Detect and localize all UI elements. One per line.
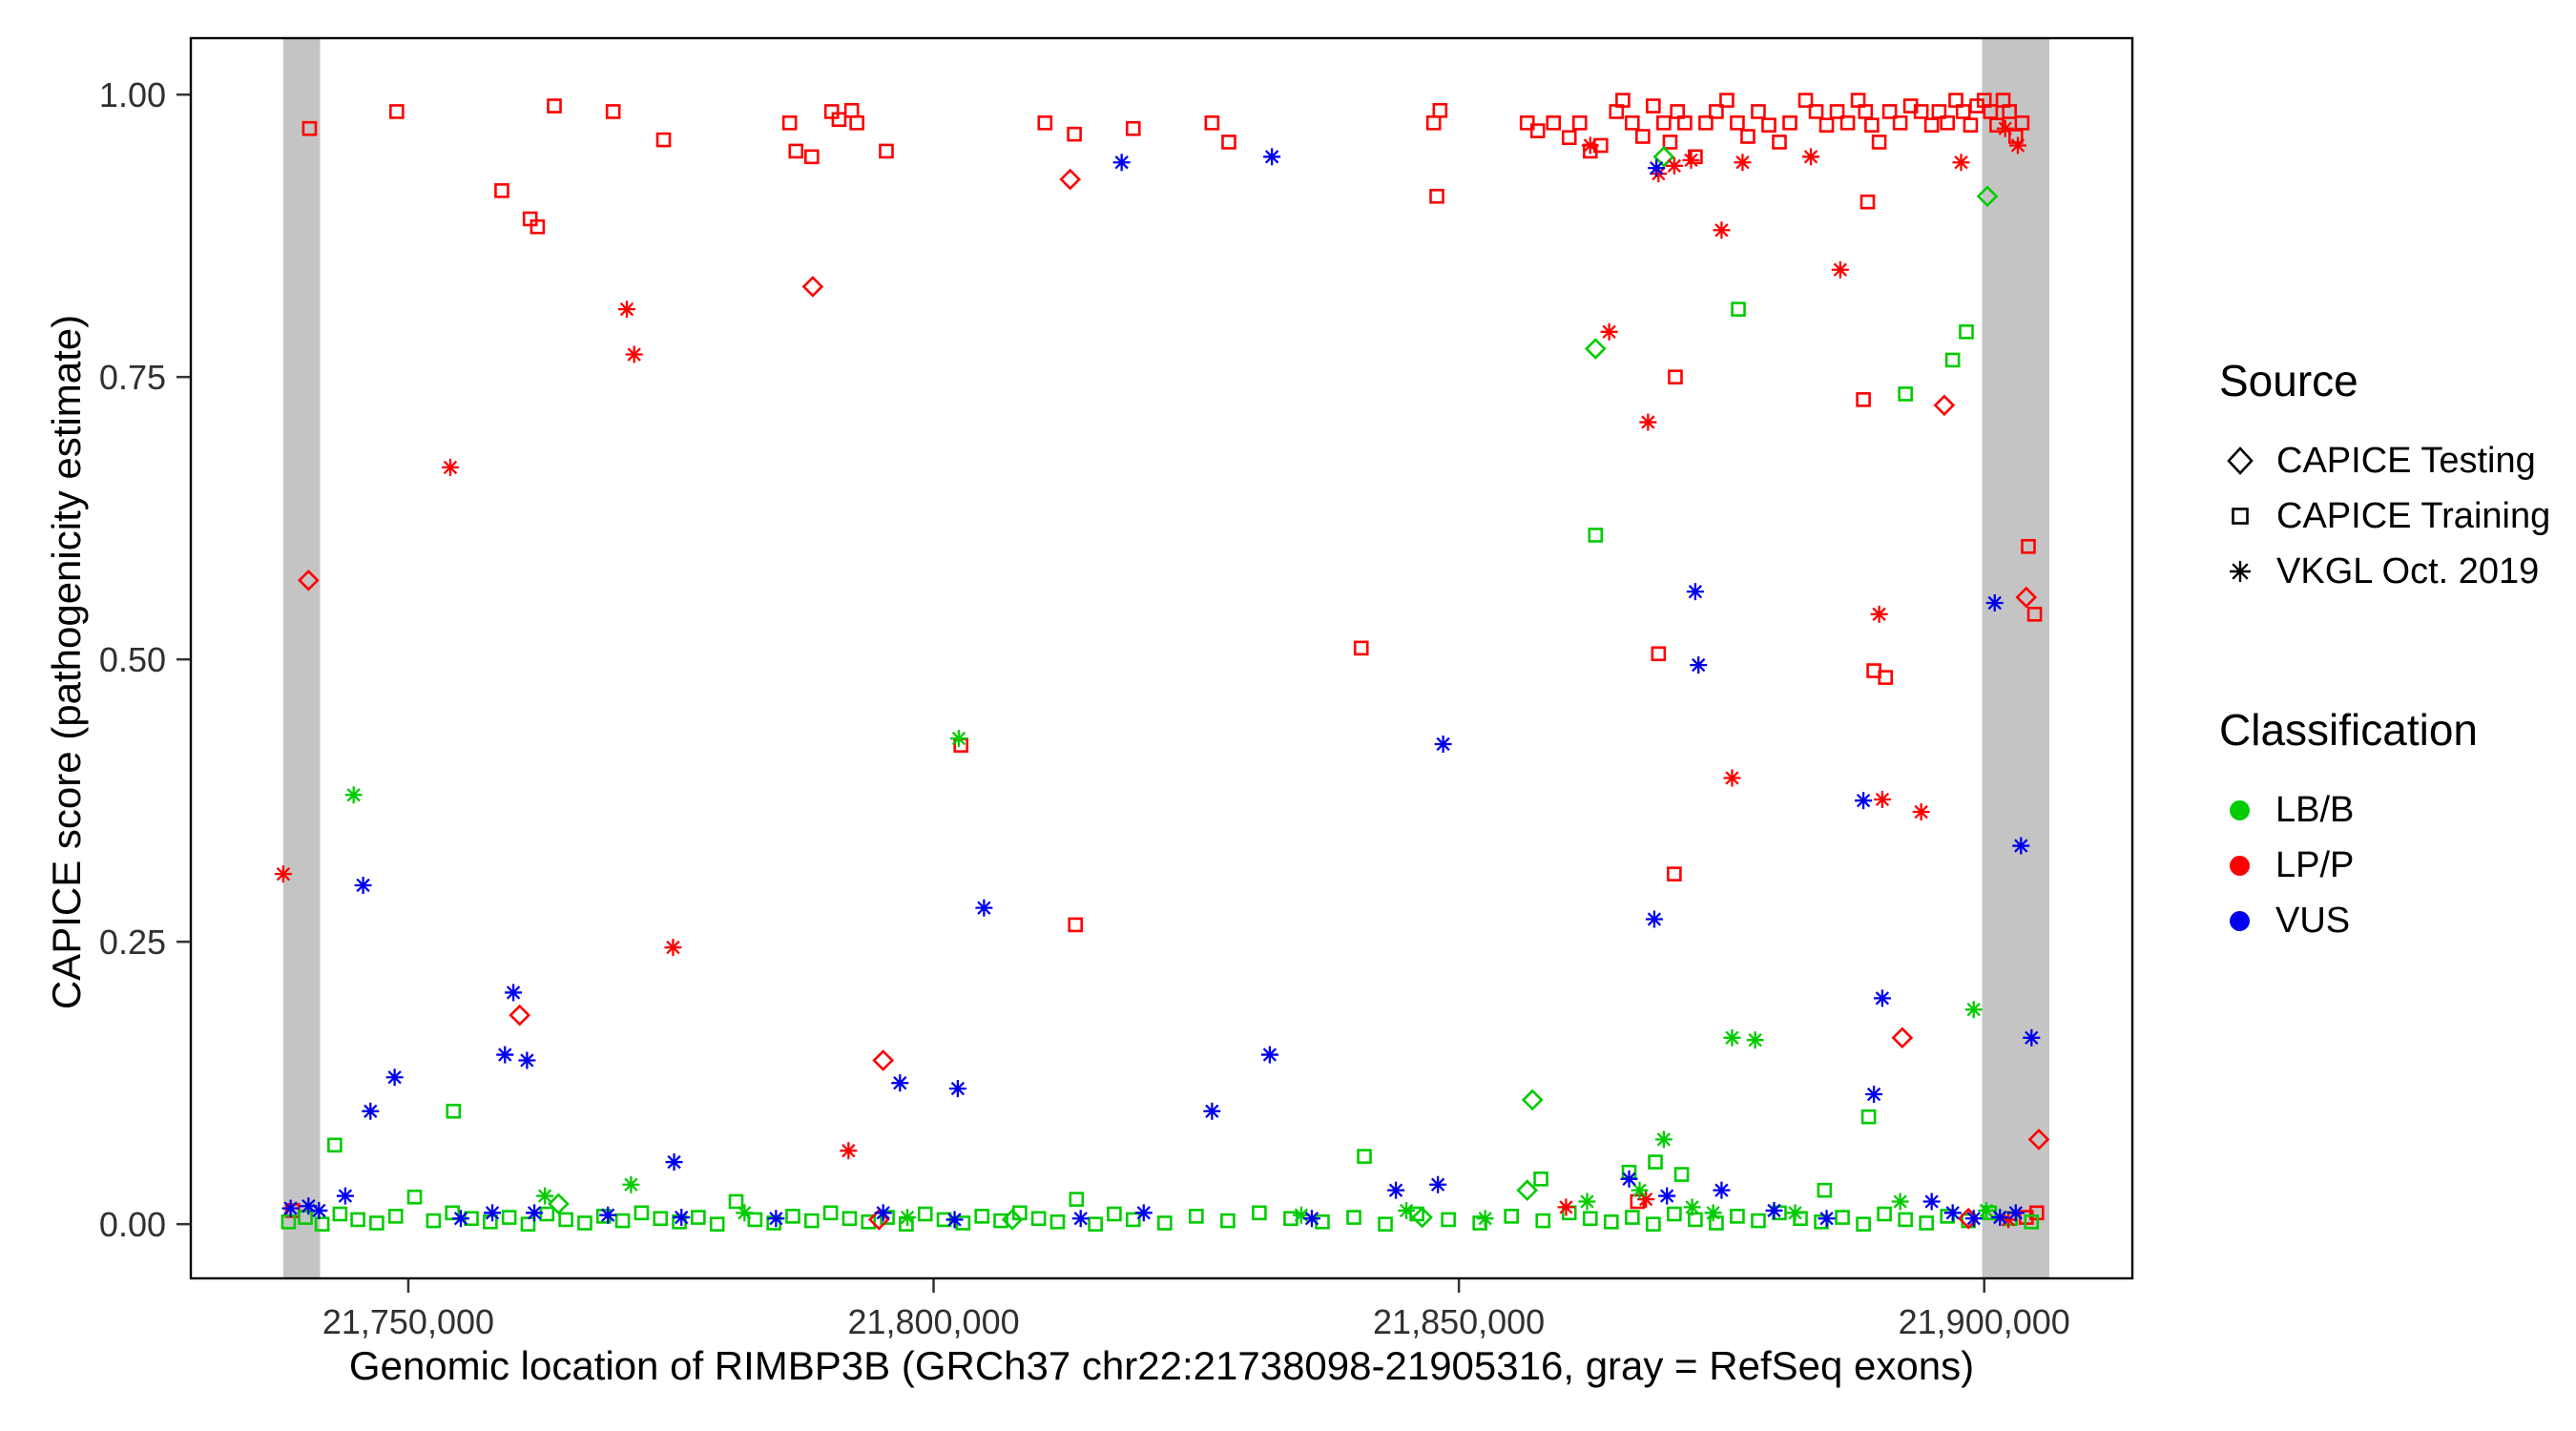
plot-panel-border: [189, 36, 2134, 1280]
y-tick-label: 0.75: [99, 358, 166, 397]
x-tick-label: 21,900,000: [1899, 1302, 2070, 1341]
lpp-color-dot: [2230, 855, 2250, 876]
x-tick-label: 21,750,000: [322, 1302, 494, 1341]
y-tick-label: 0.00: [99, 1205, 166, 1244]
legend-item-capice-testing: CAPICE Testing: [2219, 433, 2550, 488]
series-capice-training-lb-b: [280, 301, 2040, 1232]
x-tick-label: 21,850,000: [1373, 1302, 1545, 1341]
legend-classification: Classification LB/B LP/P VUS: [2219, 704, 2478, 948]
y-tick-label: 0.25: [99, 923, 166, 962]
y-tick-label: 0.50: [99, 640, 166, 679]
x-tick-label: 21,800,000: [847, 1302, 1019, 1341]
lbb-color-dot: [2230, 799, 2250, 820]
legend-item-capice-training: CAPICE Training: [2219, 488, 2550, 544]
vus-color-dot: [2230, 910, 2250, 931]
legend-item-label: CAPICE Testing: [2276, 440, 2536, 481]
legend-item-vus: VUS: [2219, 893, 2478, 948]
series-vkgl-oct-2019-lb-b: [344, 730, 1995, 1228]
series-capice-training-lp-p: [285, 93, 2045, 1225]
refseq-exon-band: [282, 38, 321, 1278]
y-axis-title: CAPICE score (pathogenicity estimate): [44, 314, 89, 1010]
legend-source: Source CAPICE Testing CAPICE Training: [2219, 355, 2550, 599]
legend-item-vkgl: VKGL Oct. 2019: [2219, 544, 2550, 599]
legend-item-label: VKGL Oct. 2019: [2276, 550, 2540, 591]
square-icon: [2219, 495, 2261, 537]
x-axis-title: Genomic location of RIMBP3B (GRCh37 chr2…: [348, 1343, 1975, 1388]
series-capice-testing-lp-p: [297, 168, 2050, 1231]
refseq-exon-band: [1982, 38, 2050, 1278]
legend-item-label: VUS: [2275, 900, 2351, 941]
legend-item-label: CAPICE Training: [2276, 495, 2551, 536]
series-capice-testing-lb-b: [548, 145, 1999, 1231]
legend-classification-title: Classification: [2219, 705, 2478, 755]
y-tick-label: 1.00: [99, 75, 166, 114]
legend-item-lpp: LP/P: [2219, 838, 2478, 893]
series-vkgl-oct-2019-vus: [281, 148, 2041, 1229]
asterisk-icon: [2219, 550, 2261, 592]
legend-item-lbb: LB/B: [2219, 782, 2478, 838]
legend-item-label: LB/B: [2275, 789, 2355, 830]
diamond-icon: [2219, 440, 2261, 482]
legend-source-title: Source: [2219, 356, 2358, 405]
legend-item-label: LP/P: [2275, 844, 2355, 885]
series-vkgl-oct-2019-lp-p: [274, 119, 2026, 1229]
